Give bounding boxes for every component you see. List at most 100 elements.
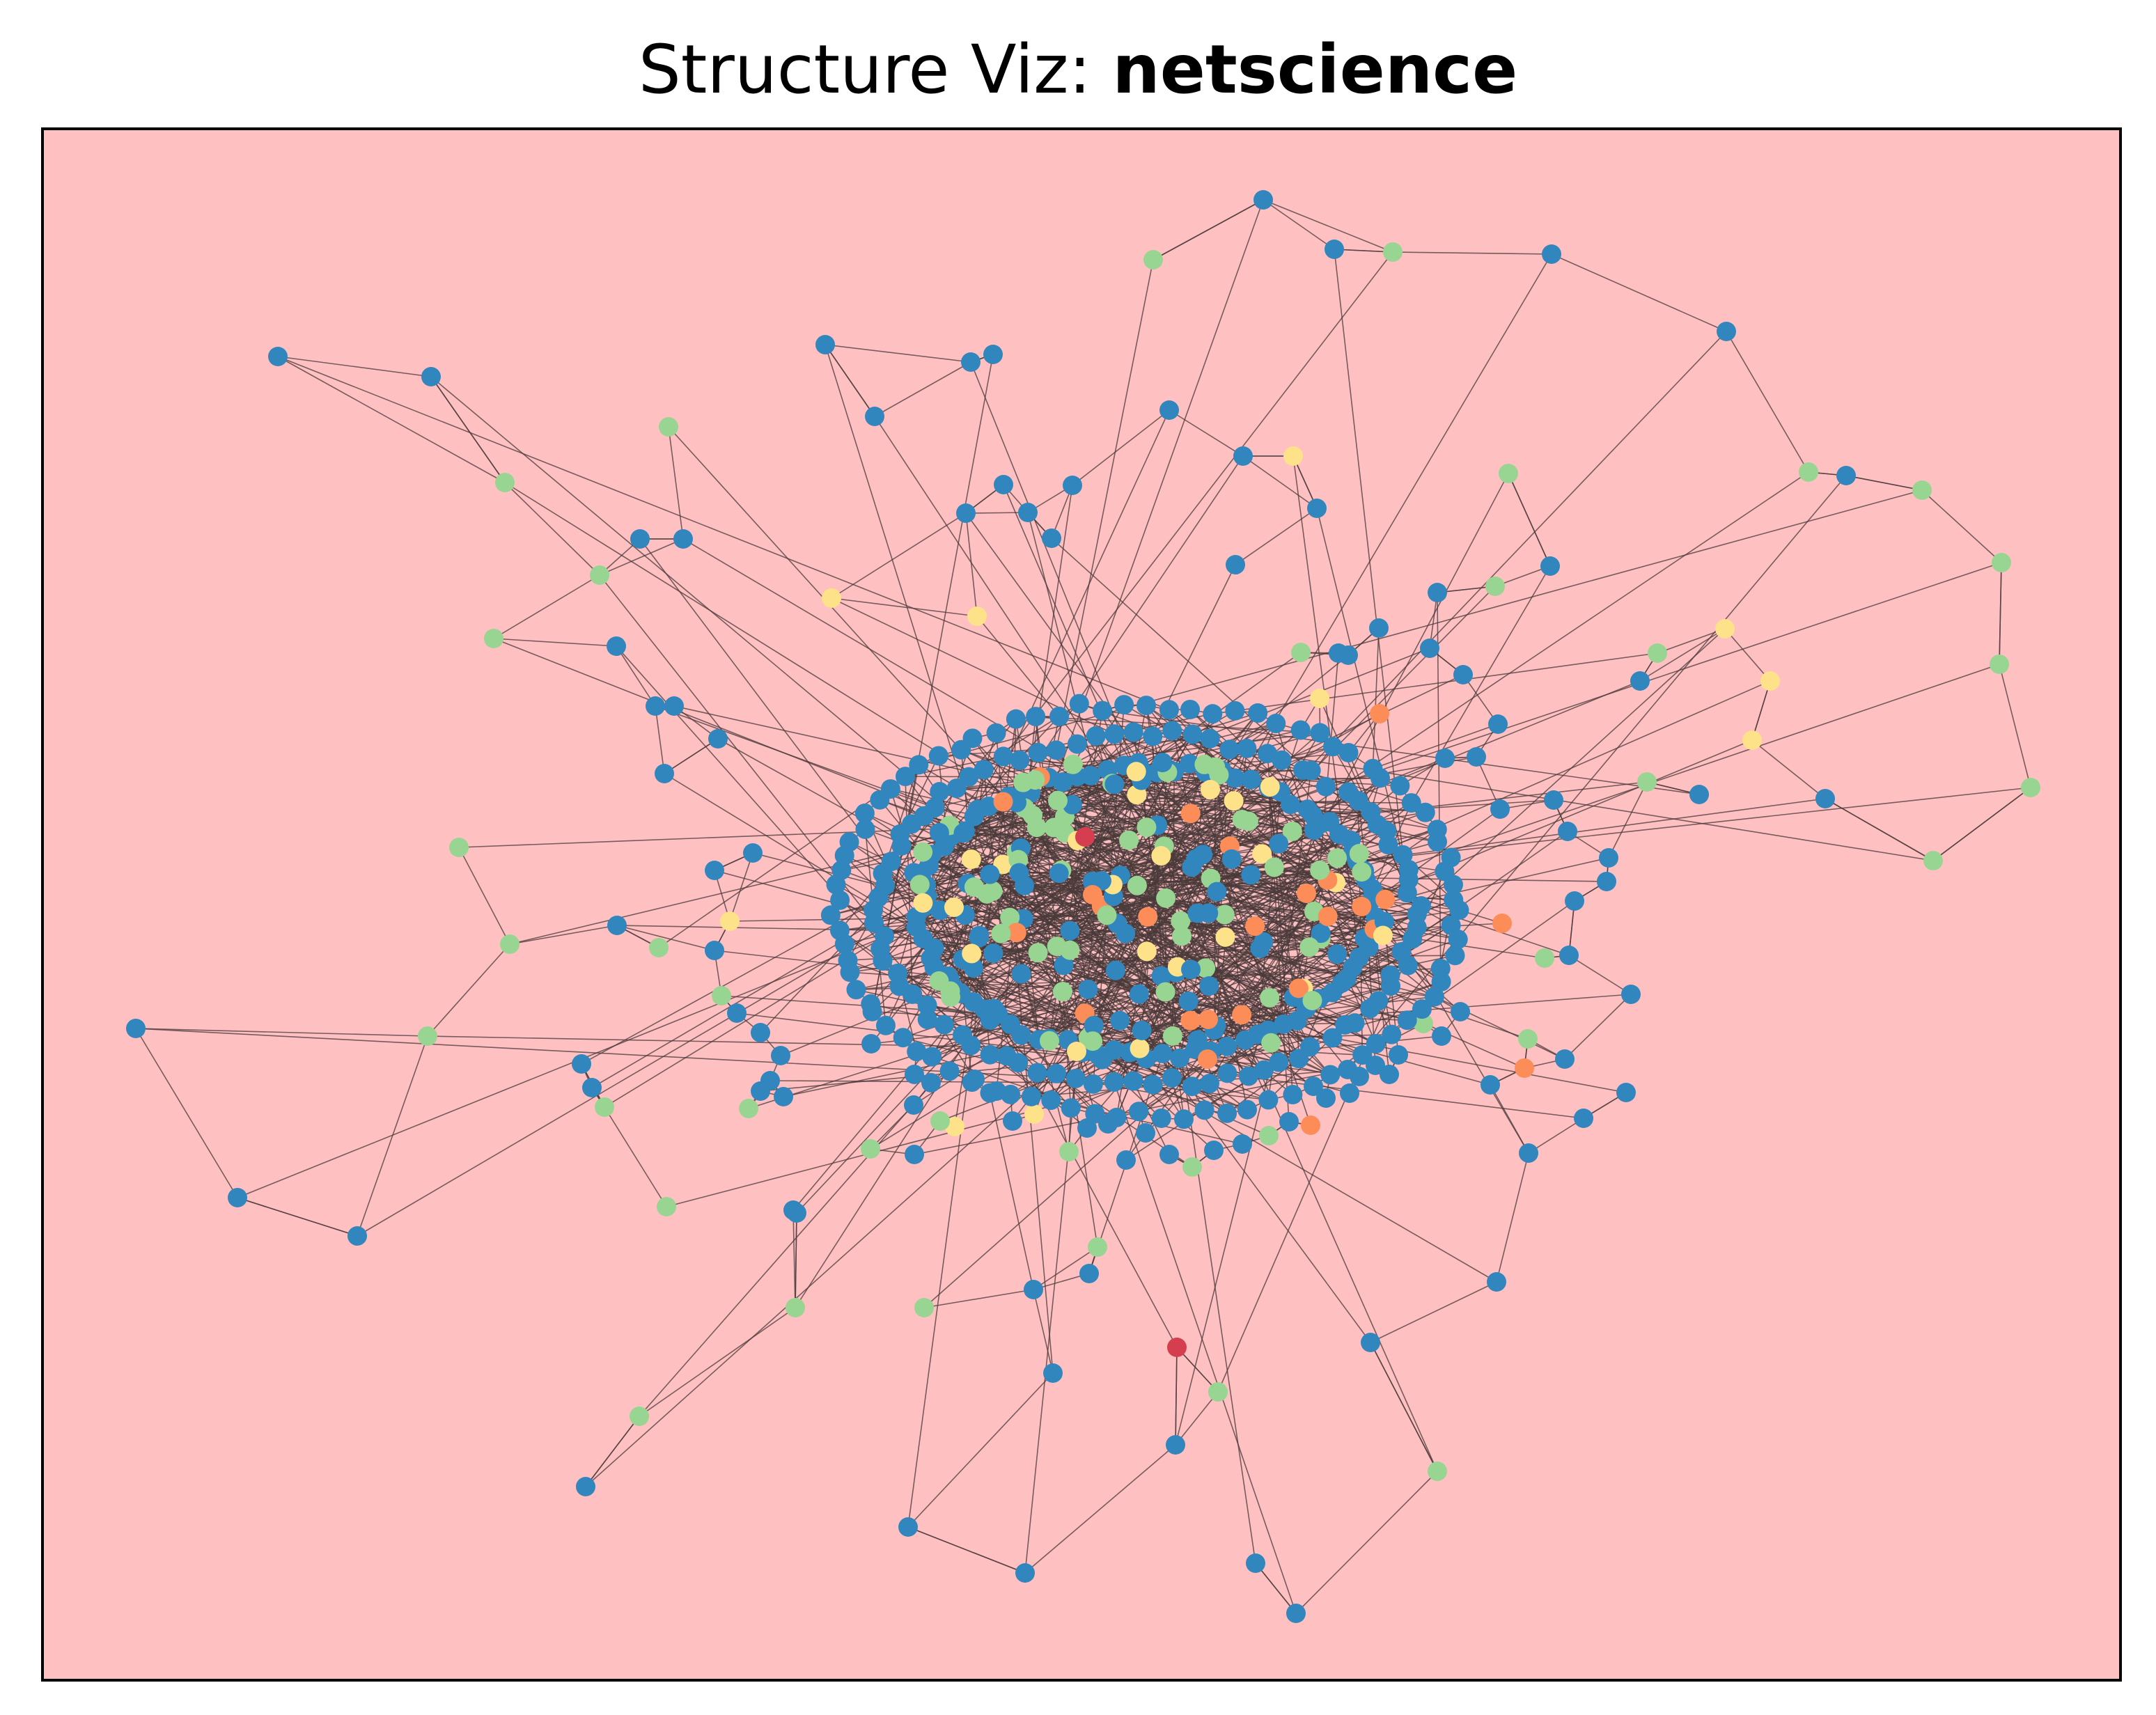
network-node-blue — [997, 1046, 1017, 1066]
network-node-blue — [1181, 960, 1201, 980]
network-node-blue — [1060, 921, 1080, 941]
network-node-green — [1428, 1462, 1447, 1481]
network-node-blue — [1451, 1002, 1470, 1021]
network-edge — [989, 1093, 1034, 1290]
network-node-blue — [1348, 791, 1368, 811]
network-edge — [1020, 769, 1142, 975]
network-node-green — [2021, 778, 2040, 797]
network-node-blue — [928, 746, 948, 766]
network-node-blue — [1338, 743, 1359, 763]
network-node-blue — [1304, 820, 1325, 840]
network-node-blue — [1204, 1141, 1224, 1160]
network-node-blue — [1281, 794, 1301, 815]
network-node-orange — [1288, 978, 1309, 999]
network-node-blue — [774, 1087, 793, 1106]
network-node-green — [1485, 577, 1505, 596]
network-edge — [1175, 1347, 1178, 1446]
network-node-blue — [1041, 1090, 1061, 1111]
network-node-yellow — [1201, 780, 1220, 799]
network-node-blue — [1028, 742, 1048, 762]
network-node-blue — [1011, 964, 1031, 984]
network-node-blue — [673, 529, 693, 549]
network-node-green — [991, 923, 1011, 943]
network-edge — [1307, 471, 1809, 810]
network-edge — [1411, 565, 1551, 804]
network-node-yellow — [1252, 844, 1272, 864]
network-edge — [1508, 473, 1551, 567]
network-node-blue — [959, 767, 979, 787]
network-node-green — [1155, 982, 1175, 1002]
network-node-yellow — [1067, 1042, 1086, 1061]
network-node-blue — [1241, 865, 1261, 885]
network-node-green — [1063, 754, 1083, 774]
network-edge — [1153, 199, 1264, 260]
network-edge — [1751, 680, 1771, 741]
network-node-blue — [1412, 999, 1432, 1019]
network-node-green — [659, 417, 678, 437]
network-node-blue — [974, 760, 994, 780]
network-node-blue — [347, 1226, 367, 1246]
network-node-blue — [1411, 896, 1431, 916]
network-node-blue — [1107, 1107, 1127, 1127]
network-node-blue — [1024, 1280, 1043, 1299]
network-node-blue — [986, 723, 1006, 743]
network-node-red — [1167, 1338, 1187, 1357]
network-node-blue — [880, 779, 900, 799]
network-edge — [1347, 475, 1847, 1070]
network-edge — [907, 1372, 1054, 1528]
network-node-yellow — [945, 1117, 964, 1136]
network-node-green — [1992, 553, 2011, 572]
network-edge — [831, 512, 967, 599]
network-node-blue — [1401, 793, 1421, 813]
network-edge — [277, 356, 506, 483]
network-node-blue — [1001, 1084, 1021, 1104]
network-node-blue — [854, 803, 875, 823]
network-node-green — [1302, 990, 1322, 1010]
network-edge — [1263, 199, 1393, 253]
network-node-blue — [1217, 1063, 1237, 1083]
network-node-blue — [1597, 872, 1616, 891]
network-node-blue — [1153, 1043, 1173, 1063]
network-node-blue — [1079, 1264, 1099, 1283]
network-node-blue — [1221, 849, 1242, 869]
network-edge — [1169, 409, 1244, 457]
network-node-blue — [875, 926, 895, 946]
network-node-green — [1136, 817, 1157, 838]
network-node-blue — [1544, 790, 1563, 810]
network-node-blue — [980, 1044, 1000, 1065]
network-edge — [357, 827, 1054, 1237]
network-node-orange — [1232, 1005, 1252, 1025]
network-edge — [1055, 259, 1154, 751]
network-node-blue — [576, 1477, 595, 1496]
network-node-yellow — [1224, 791, 1244, 811]
network-node-blue — [1289, 1049, 1309, 1069]
network-node-blue — [1199, 1074, 1219, 1094]
network-node-yellow — [1283, 446, 1303, 466]
network-edge — [1072, 409, 1170, 486]
network-node-blue — [1235, 1030, 1255, 1050]
network-node-blue — [1194, 1100, 1214, 1120]
network-node-blue — [1193, 845, 1213, 865]
network-edge — [1024, 1444, 1176, 1574]
network-node-blue — [896, 767, 916, 787]
network-node-green — [1310, 860, 1330, 880]
network-node-blue — [1123, 722, 1143, 742]
network-edge — [825, 344, 971, 363]
network-node-blue — [1327, 944, 1348, 964]
network-node-green — [1083, 1031, 1103, 1051]
network-node-blue — [969, 927, 989, 948]
network-edge — [1263, 199, 1335, 250]
network-node-blue — [1238, 1066, 1258, 1086]
network-edge — [1028, 485, 1073, 784]
network-edge — [616, 925, 715, 951]
network-node-green — [1648, 643, 1667, 663]
network-node-blue — [1006, 709, 1026, 729]
plot-frame — [41, 127, 2122, 1682]
network-node-blue — [1366, 1056, 1385, 1075]
network-node-blue — [1083, 1074, 1103, 1094]
network-node-blue — [1443, 875, 1463, 895]
network-node-blue — [572, 1054, 591, 1074]
network-edge — [1009, 820, 1249, 918]
network-node-green — [1923, 851, 1943, 870]
network-node-blue — [1360, 999, 1380, 1019]
